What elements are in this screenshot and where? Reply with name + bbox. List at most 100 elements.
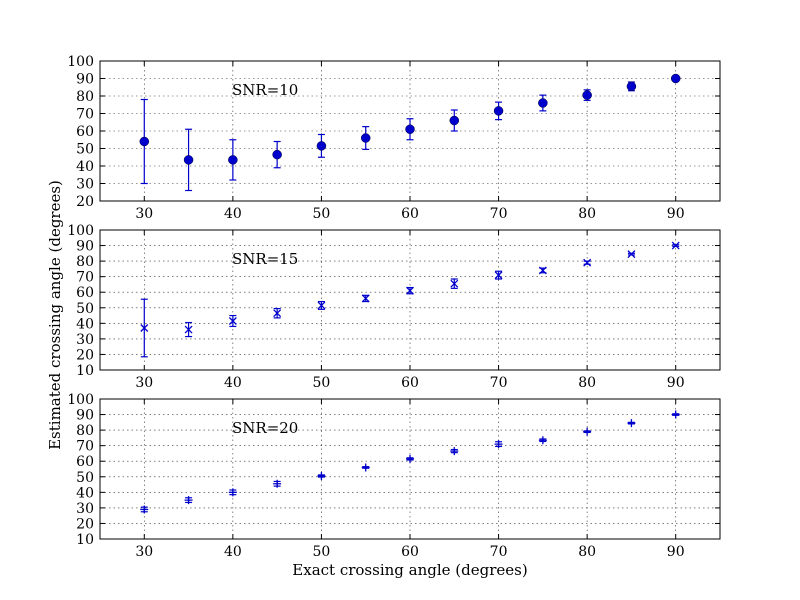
x-tick-label: 80 xyxy=(578,375,596,391)
x-tick-label: 40 xyxy=(224,375,242,391)
data-point xyxy=(627,419,636,428)
x-tick-label: 70 xyxy=(490,206,508,222)
x-marker xyxy=(450,279,459,288)
y-tick-label: 20 xyxy=(76,347,94,363)
axes-frame xyxy=(99,229,721,371)
x-marker xyxy=(494,271,503,280)
subplot-2: 30 40 50 60 70 80 90102030405060708090100SNR=1… xyxy=(67,223,721,391)
y-tick-label: 40 xyxy=(76,485,94,501)
circle-marker xyxy=(493,106,504,116)
y-tick-label: 60 xyxy=(76,454,94,470)
plus-marker xyxy=(140,505,149,514)
data-point xyxy=(449,109,460,132)
y-tick-label: 90 xyxy=(76,239,94,255)
circle-marker xyxy=(272,149,282,160)
data-point xyxy=(273,307,282,319)
data-point xyxy=(184,496,193,505)
x-marker xyxy=(184,325,193,334)
plus-marker xyxy=(671,410,680,419)
data-point xyxy=(582,89,592,101)
data-point xyxy=(450,447,459,456)
plus-marker xyxy=(361,463,370,472)
data-point xyxy=(670,73,681,84)
y-tick-label: 80 xyxy=(76,254,94,270)
data-point xyxy=(228,139,238,181)
data-point xyxy=(627,250,636,259)
circle-marker xyxy=(316,141,327,151)
x-tick-label: 40 xyxy=(224,544,242,560)
x-marker xyxy=(228,317,237,325)
x-marker xyxy=(627,250,636,259)
snr-annotation: SNR=15 xyxy=(232,250,298,268)
data-point xyxy=(140,505,149,514)
data-point xyxy=(184,321,193,338)
circle-marker xyxy=(183,155,194,165)
x-tick-label: 30 xyxy=(135,544,153,560)
data-point xyxy=(183,128,194,192)
y-tick-label: 70 xyxy=(76,439,94,455)
data-point xyxy=(671,410,680,419)
data-point xyxy=(406,286,414,295)
y-tick-label: 70 xyxy=(76,107,94,123)
x-tick-label: 50 xyxy=(313,375,331,391)
y-tick-label: 100 xyxy=(67,54,94,70)
y-axis-title: Estimated crossing angle (degrees) xyxy=(46,180,64,450)
x-marker xyxy=(406,286,414,295)
data-point xyxy=(626,81,637,92)
y-tick-label: 10 xyxy=(76,532,94,548)
x-tick-label: 60 xyxy=(401,375,419,391)
x-tick-label: 40 xyxy=(224,206,242,222)
data-point xyxy=(317,300,326,310)
y-tick-label: 80 xyxy=(76,423,94,439)
data-point xyxy=(316,133,327,158)
y-tick-label: 70 xyxy=(76,270,94,286)
data-point xyxy=(583,258,592,267)
snr-annotation: SNR=20 xyxy=(232,419,298,437)
x-tick-label: 30 xyxy=(135,206,153,222)
data-point xyxy=(494,270,503,280)
plus-marker xyxy=(627,419,636,428)
y-tick-label: 80 xyxy=(76,89,94,105)
data-point xyxy=(139,98,150,185)
axes-frame xyxy=(99,60,721,202)
x-marker xyxy=(583,258,592,267)
data-point xyxy=(272,140,282,169)
plus-marker xyxy=(317,472,326,480)
x-marker xyxy=(140,324,149,332)
plus-marker xyxy=(538,436,547,445)
x-marker xyxy=(361,294,370,303)
x-tick-label: 90 xyxy=(667,375,685,391)
snr-annotation: SNR=10 xyxy=(232,81,298,99)
plus-marker xyxy=(228,488,237,497)
plus-marker xyxy=(406,454,414,463)
data-point xyxy=(360,126,371,150)
data-point xyxy=(583,427,592,436)
data-point xyxy=(317,472,326,480)
x-tick-label: 70 xyxy=(490,544,508,560)
y-tick-label: 30 xyxy=(76,501,94,517)
subplot-3: 30 40 50 60 70 80 90102030405060708090100SNR=2… xyxy=(67,392,721,560)
data-point xyxy=(228,314,237,328)
data-point xyxy=(493,101,504,121)
x-marker xyxy=(538,266,547,275)
x-tick-label: 60 xyxy=(401,206,419,222)
x-tick-label: 90 xyxy=(667,544,685,560)
data-point xyxy=(494,440,503,449)
circle-marker xyxy=(538,98,548,108)
y-tick-label: 100 xyxy=(67,223,94,239)
y-tick-label: 60 xyxy=(76,285,94,301)
y-tick-label: 40 xyxy=(76,159,94,175)
data-point xyxy=(538,266,547,275)
x-tick-label: 30 xyxy=(135,375,153,391)
data-point xyxy=(538,94,548,112)
y-tick-label: 50 xyxy=(76,142,94,158)
x-tick-label: 60 xyxy=(401,544,419,560)
x-tick-label: 90 xyxy=(667,206,685,222)
data-point xyxy=(450,278,459,289)
y-tick-label: 10 xyxy=(76,363,94,379)
y-tick-label: 60 xyxy=(76,124,94,140)
circle-marker xyxy=(626,81,637,92)
data-point xyxy=(361,294,370,303)
